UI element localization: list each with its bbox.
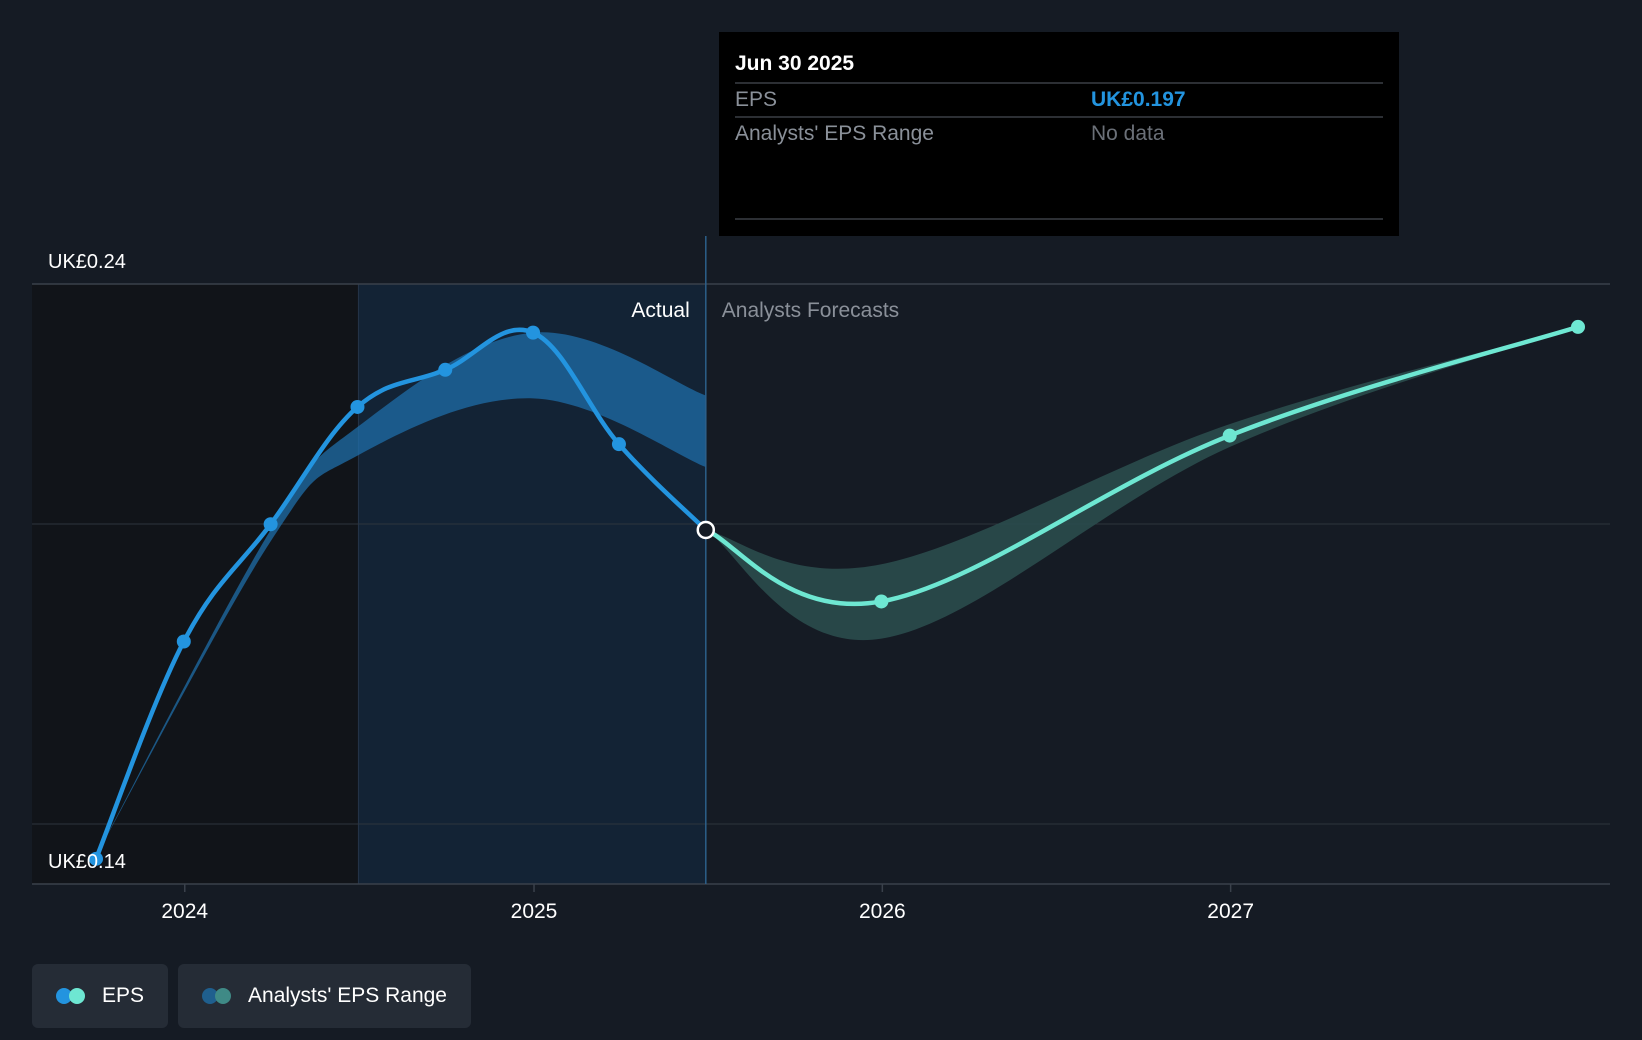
eps-point-actual-0[interactable]: [89, 851, 103, 866]
y-axis-label-bottom: UK£0.14: [48, 851, 126, 873]
tooltip-date: Jun 30 2025: [735, 52, 854, 75]
eps-point-actual-2[interactable]: [263, 517, 278, 532]
eps-legend-icon: [56, 988, 86, 1004]
legend-label-eps-range: Analysts' EPS Range: [248, 984, 447, 1007]
eps-point-actual-1[interactable]: [176, 634, 191, 649]
eps-point-selected[interactable]: [696, 520, 716, 540]
x-tick-label-2025: 2025: [511, 900, 558, 923]
legend-label-eps: EPS: [102, 984, 145, 1007]
tooltip-background: [719, 32, 1399, 236]
x-tick-label-2026: 2026: [859, 900, 906, 923]
eps-range-band-forecast: [705, 326, 1578, 641]
eps-point-forecast-3[interactable]: [1571, 319, 1585, 334]
eps-point-actual-3[interactable]: [350, 399, 365, 414]
data-points: [89, 319, 1585, 866]
range-legend-icon: [202, 988, 232, 1004]
tooltip-eps-label: EPS: [735, 88, 777, 111]
eps-line-forecast: [703, 324, 1581, 606]
eps-range-band-actual: [96, 332, 706, 857]
tooltip-eps-value: UK£0.197: [1091, 88, 1186, 111]
tooltip-range-label: Analysts' EPS Range: [735, 122, 934, 145]
past-region: [32, 284, 359, 884]
x-tick-label-2024: 2024: [161, 900, 208, 923]
eps-point-actual-4[interactable]: [438, 362, 453, 377]
actual-section-label: Actual: [631, 299, 689, 322]
x-axis-ticks: 2024 2025 2026 2027: [161, 884, 1254, 923]
y-axis-label-top: UK£0.24: [48, 251, 126, 273]
eps-point-forecast-2[interactable]: [1222, 428, 1237, 443]
x-tick-label-2027: 2027: [1207, 900, 1254, 923]
legend-item-eps[interactable]: EPS: [32, 964, 169, 1028]
chart-legend: EPS Analysts' EPS Range: [32, 964, 471, 1028]
legend-item-eps-range[interactable]: Analysts' EPS Range: [178, 964, 471, 1028]
eps-point-forecast-1[interactable]: [874, 594, 889, 609]
forecast-section-label: Analysts Forecasts: [722, 299, 899, 322]
tooltip: Jun 30 2025 EPS UK£0.197 Analysts' EPS R…: [719, 32, 1399, 236]
eps-point-actual-5[interactable]: [526, 325, 541, 340]
tooltip-range-value: No data: [1091, 122, 1165, 145]
eps-point-actual-6[interactable]: [611, 437, 626, 452]
